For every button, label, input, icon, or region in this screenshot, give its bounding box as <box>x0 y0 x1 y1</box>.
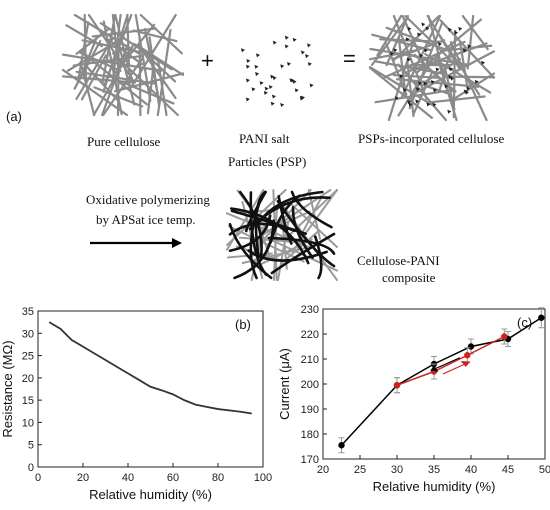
composite-image <box>226 189 338 281</box>
y-tick-label: 15 <box>22 395 34 407</box>
data-point <box>464 352 471 359</box>
y-tick-label: 200 <box>301 379 319 391</box>
chart-b: 0 20 40 60 80 100 0 5 10 15 20 25 30 35 Relative humid… <box>0 298 275 505</box>
y-tick-label: 0 <box>28 462 34 474</box>
plus-sign: + <box>201 48 214 73</box>
data-point <box>501 333 508 340</box>
arrow-icon <box>90 238 182 248</box>
x-axis-label: Relative humidity (%) <box>373 479 496 494</box>
data-point <box>393 382 401 389</box>
current-chart: 20 25 30 35 40 45 50 170 180 190 200 210 220 230 Relat… <box>277 304 550 494</box>
pure-cellulose-label: Pure cellulose <box>87 134 161 149</box>
composite-label-line1: Cellulose-PANI <box>357 253 440 268</box>
arrowhead-icon <box>430 365 439 372</box>
data-point <box>538 314 545 321</box>
arrow-icon <box>442 363 466 375</box>
composite-label-line2: composite <box>382 270 436 285</box>
y-tick-label: 180 <box>301 429 319 441</box>
y-tick-label: 20 <box>22 373 34 385</box>
y-tick-label: 5 <box>28 440 34 452</box>
y-tick-label: 10 <box>22 417 34 429</box>
panel-a-label: (a) <box>6 109 22 124</box>
psp-cellulose-image <box>368 14 496 122</box>
psp-cellulose-label: PSPs-incorporated cellulose <box>358 131 505 146</box>
y-axis-label: Current (μA) <box>277 348 292 420</box>
equals-sign: = <box>343 46 356 71</box>
y-tick-label: 220 <box>301 329 319 341</box>
chart-c: 20 25 30 35 40 45 50 170 180 190 200 210 220 230 Relat… <box>275 298 550 505</box>
series-line <box>396 335 505 386</box>
x-axis-label: Relative humidity (%) <box>89 487 212 502</box>
y-axis-label: Resistance (MΩ) <box>0 340 15 437</box>
y-tick-label: 190 <box>301 404 319 416</box>
x-tick-label: 35 <box>428 464 440 476</box>
x-tick-label: 0 <box>35 472 41 484</box>
x-tick-label: 40 <box>465 464 477 476</box>
x-tick-label: 60 <box>167 472 179 484</box>
plot-frame <box>322 308 546 460</box>
plot-frame <box>37 310 264 468</box>
y-tick-label: 210 <box>301 354 319 366</box>
data-point <box>467 343 475 350</box>
x-tick-label: 100 <box>254 472 272 484</box>
x-tick-label: 50 <box>539 464 550 476</box>
y-tick-label: 170 <box>301 454 319 466</box>
series-line <box>340 317 542 446</box>
y-tick-label: 230 <box>301 304 319 316</box>
panel-label: (b) <box>235 317 251 332</box>
x-tick-label: 30 <box>391 464 403 476</box>
x-tick-label: 45 <box>502 464 514 476</box>
data-point <box>338 442 345 449</box>
x-tick-label: 20 <box>317 464 329 476</box>
x-tick-label: 25 <box>354 464 366 476</box>
arrowhead-icon <box>460 361 471 367</box>
y-tick-label: 25 <box>22 351 34 363</box>
resistance-chart: 0 20 40 60 80 100 0 5 10 15 20 25 30 35 Relative humid… <box>0 306 272 502</box>
arrow-icon <box>435 357 461 369</box>
schematic-art <box>61 13 496 281</box>
pani-particles-image <box>240 35 314 108</box>
series-line <box>48 321 252 415</box>
oxidative-label-line2: by APSat ice temp. <box>96 212 196 227</box>
pure-cellulose-image <box>61 13 185 117</box>
y-tick-label: 35 <box>22 306 34 318</box>
y-tick-label: 30 <box>22 328 34 340</box>
x-tick-label: 40 <box>122 472 134 484</box>
x-tick-label: 80 <box>212 472 224 484</box>
x-tick-label: 20 <box>77 472 89 484</box>
pani-salt-label: PANI salt <box>239 131 290 146</box>
oxidative-label-line1: Oxidative polymerizing <box>86 192 210 207</box>
pani-particles-label: Particles (PSP) <box>228 154 307 169</box>
